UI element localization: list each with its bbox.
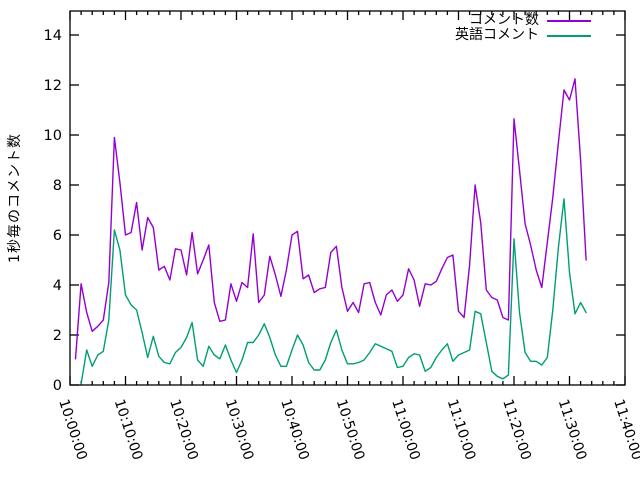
y-axis-title: 1秒毎のコメント数 bbox=[7, 133, 23, 263]
legend-line-sample-english-comments bbox=[547, 34, 591, 37]
legend-label-english-comments: 英語コメント bbox=[455, 27, 539, 43]
x-tick-label: 10:10:00 bbox=[111, 397, 146, 462]
y-tick-label: 6 bbox=[53, 228, 62, 244]
series-line-english-comments bbox=[80, 198, 587, 385]
legend-label-comment-count: コメント数 bbox=[469, 12, 539, 28]
x-tick-label: 11:00:00 bbox=[388, 397, 423, 462]
y-tick-label: 12 bbox=[44, 78, 62, 94]
y-tick-label: 14 bbox=[44, 28, 62, 44]
x-tick-label: 10:20:00 bbox=[166, 397, 201, 462]
x-tick-label: 11:40:00 bbox=[610, 397, 640, 462]
y-tick-label: 10 bbox=[44, 128, 62, 144]
y-tick-label: 8 bbox=[53, 178, 62, 194]
y-tick-label: 4 bbox=[53, 278, 62, 294]
x-tick-label: 10:50:00 bbox=[333, 397, 368, 462]
series-line-comment-count bbox=[74, 78, 587, 360]
legend-entry-comment-count: コメント数 bbox=[455, 13, 591, 28]
plot-border bbox=[69, 10, 626, 386]
y-tick-label: 2 bbox=[53, 328, 62, 344]
x-tick-label: 10:00:00 bbox=[55, 397, 90, 462]
x-tick-label: 11:20:00 bbox=[499, 397, 534, 462]
x-tick-label: 10:40:00 bbox=[277, 397, 312, 462]
x-tick-label: 10:30:00 bbox=[222, 397, 257, 462]
y-tick-label: 0 bbox=[53, 378, 62, 394]
legend-entry-english-comments: 英語コメント bbox=[455, 28, 591, 43]
legend: コメント数 英語コメント bbox=[455, 13, 591, 43]
legend-line-sample-comment-count bbox=[547, 19, 591, 22]
x-tick-label: 11:10:00 bbox=[444, 397, 479, 462]
x-tick-label: 11:30:00 bbox=[555, 397, 590, 462]
